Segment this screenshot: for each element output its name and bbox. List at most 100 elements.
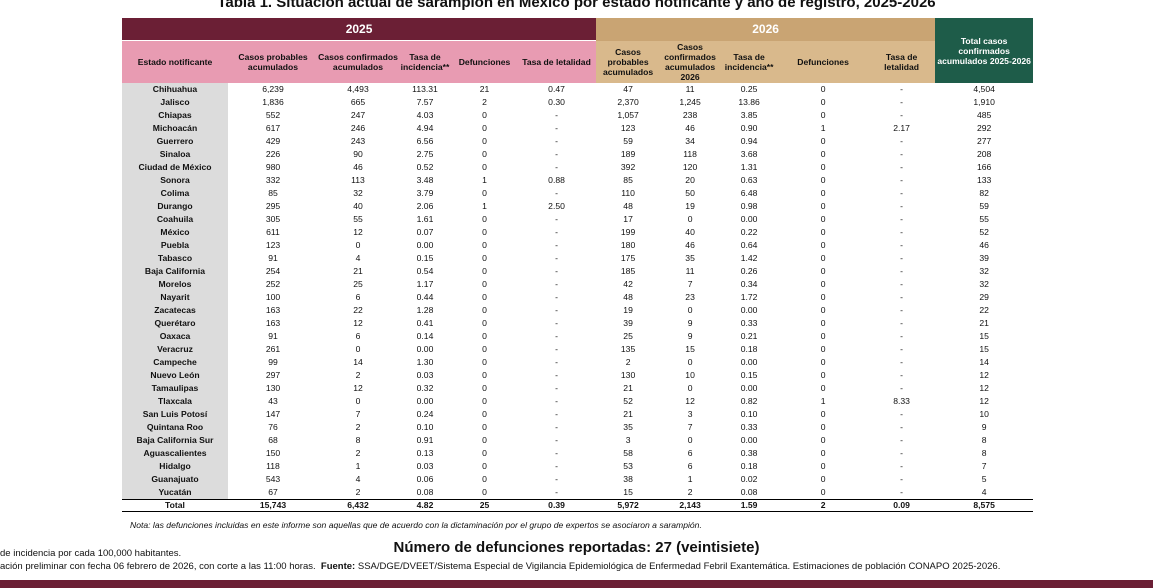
cell: 429 bbox=[265, 136, 281, 146]
cell: - bbox=[900, 292, 904, 302]
state-name: Quintana Roo bbox=[122, 421, 228, 434]
cell: 110 bbox=[621, 188, 635, 198]
cell: 0 bbox=[482, 448, 487, 458]
cell: 46 bbox=[685, 240, 695, 250]
total-row: Total 15,743 6,432 4.82 25 0.39 5,972 2,143 1.59… bbox=[122, 499, 1034, 512]
cell: 199 bbox=[620, 227, 636, 237]
cell: 25 bbox=[623, 331, 633, 341]
cell: 0.02 bbox=[740, 474, 758, 484]
cell: 226 bbox=[265, 149, 281, 159]
cell: 9 bbox=[687, 318, 693, 328]
cell: 1.31 bbox=[740, 162, 758, 172]
table-row: Baja California 254 21 0.54 0 - 185 11 0.26 0 - 32 bbox=[122, 265, 1033, 278]
cell: - bbox=[900, 474, 904, 484]
cell: 1.61 bbox=[416, 214, 434, 224]
cell: 2.17 bbox=[893, 123, 910, 133]
cell: - bbox=[900, 253, 904, 263]
cell: 0 bbox=[482, 435, 487, 445]
cell: 1 bbox=[355, 461, 361, 471]
cell: 2.06 bbox=[416, 201, 434, 211]
column-header: Estado notificante bbox=[122, 40, 228, 83]
cell: 4 bbox=[355, 474, 361, 484]
cell: 0.10 bbox=[416, 422, 434, 432]
cell: 39 bbox=[623, 318, 633, 328]
state-name: Guanajuato bbox=[122, 473, 228, 486]
state-name: Puebla bbox=[122, 239, 228, 252]
state-name: Chihuahua bbox=[122, 83, 228, 96]
cell: 0 bbox=[482, 474, 487, 484]
cell: 113.31 bbox=[412, 84, 438, 94]
cell: 0 bbox=[482, 214, 487, 224]
cell: - bbox=[900, 201, 904, 211]
cell: 4 bbox=[355, 253, 361, 263]
cell: - bbox=[900, 448, 904, 458]
state-name: Durango bbox=[122, 200, 228, 213]
cell: - bbox=[900, 344, 904, 354]
cell: 0.03 bbox=[416, 461, 434, 471]
cell: 7 bbox=[981, 461, 987, 471]
cell: - bbox=[555, 123, 558, 133]
cell: 10 bbox=[685, 370, 695, 380]
state-name: Querétaro bbox=[122, 317, 228, 330]
cell: 50 bbox=[685, 188, 695, 198]
cell: 0.00 bbox=[416, 396, 434, 406]
cell: 2,370 bbox=[617, 97, 639, 107]
cell: - bbox=[900, 227, 904, 237]
cell: 6.48 bbox=[740, 188, 758, 198]
cell: 15 bbox=[979, 344, 989, 354]
cell: 22 bbox=[353, 305, 363, 315]
cell: 189 bbox=[620, 149, 636, 159]
cell: 91 bbox=[268, 253, 278, 263]
cell: 46 bbox=[979, 240, 989, 250]
cell: 552 bbox=[265, 110, 281, 120]
cell: 118 bbox=[266, 461, 280, 471]
cell: 0 bbox=[820, 240, 826, 250]
cell: 5 bbox=[981, 474, 987, 484]
cell: 2 bbox=[687, 487, 693, 497]
cell: 15 bbox=[979, 331, 989, 341]
cell: 20 bbox=[685, 175, 695, 185]
footnote: de incidencia por cada 100,000 habitante… bbox=[0, 548, 182, 559]
cell: 1.28 bbox=[416, 305, 434, 315]
cell: 0 bbox=[820, 331, 826, 341]
cell: 1,245 bbox=[679, 97, 701, 107]
cell: 52 bbox=[623, 396, 633, 406]
cell: 163 bbox=[265, 305, 281, 315]
cell: 99 bbox=[268, 357, 278, 367]
state-name: Yucatán bbox=[122, 486, 228, 500]
cell: 0 bbox=[482, 227, 487, 237]
cell: 0.00 bbox=[740, 357, 758, 367]
cell: - bbox=[900, 240, 904, 250]
cell: 0 bbox=[820, 97, 826, 107]
table-row: Michoacán 617 246 4.94 0 - 123 46 0.90 1 2.17 292 bbox=[122, 122, 1033, 135]
cell: 10 bbox=[979, 409, 989, 419]
state-name: Nayarit bbox=[122, 291, 228, 304]
cell: 12 bbox=[685, 396, 695, 406]
cell: 2.50 bbox=[548, 201, 565, 211]
cell: 39 bbox=[979, 253, 989, 263]
cell: 17 bbox=[623, 214, 633, 224]
cell: 123 bbox=[620, 123, 636, 133]
column-header: Casos probables acumulados bbox=[228, 40, 318, 83]
cell: 0.07 bbox=[416, 227, 434, 237]
table-row: Quintana Roo 76 2 0.10 0 - 35 7 0.33 0 - 9 bbox=[122, 421, 1033, 434]
total-cell: 6,432 bbox=[318, 499, 398, 512]
cell: 7.57 bbox=[416, 97, 434, 107]
cell: 133 bbox=[976, 175, 992, 185]
cell: 0 bbox=[820, 357, 826, 367]
state-name: Ciudad de México bbox=[122, 161, 228, 174]
cell: 0 bbox=[482, 370, 487, 380]
total-cell: 2 bbox=[778, 499, 869, 512]
cell: 0.44 bbox=[416, 292, 434, 302]
cell: - bbox=[555, 383, 558, 393]
cell: 295 bbox=[265, 201, 281, 211]
cell: 166 bbox=[976, 162, 992, 172]
cell: 32 bbox=[979, 279, 989, 289]
table-row: Campeche 99 14 1.30 0 - 2 0 0.00 0 - 14 bbox=[122, 356, 1033, 369]
cell: 0 bbox=[482, 149, 487, 159]
cell: - bbox=[900, 409, 904, 419]
cell: 277 bbox=[976, 136, 992, 146]
cell: 21 bbox=[623, 383, 633, 393]
cell: 9 bbox=[981, 422, 987, 432]
